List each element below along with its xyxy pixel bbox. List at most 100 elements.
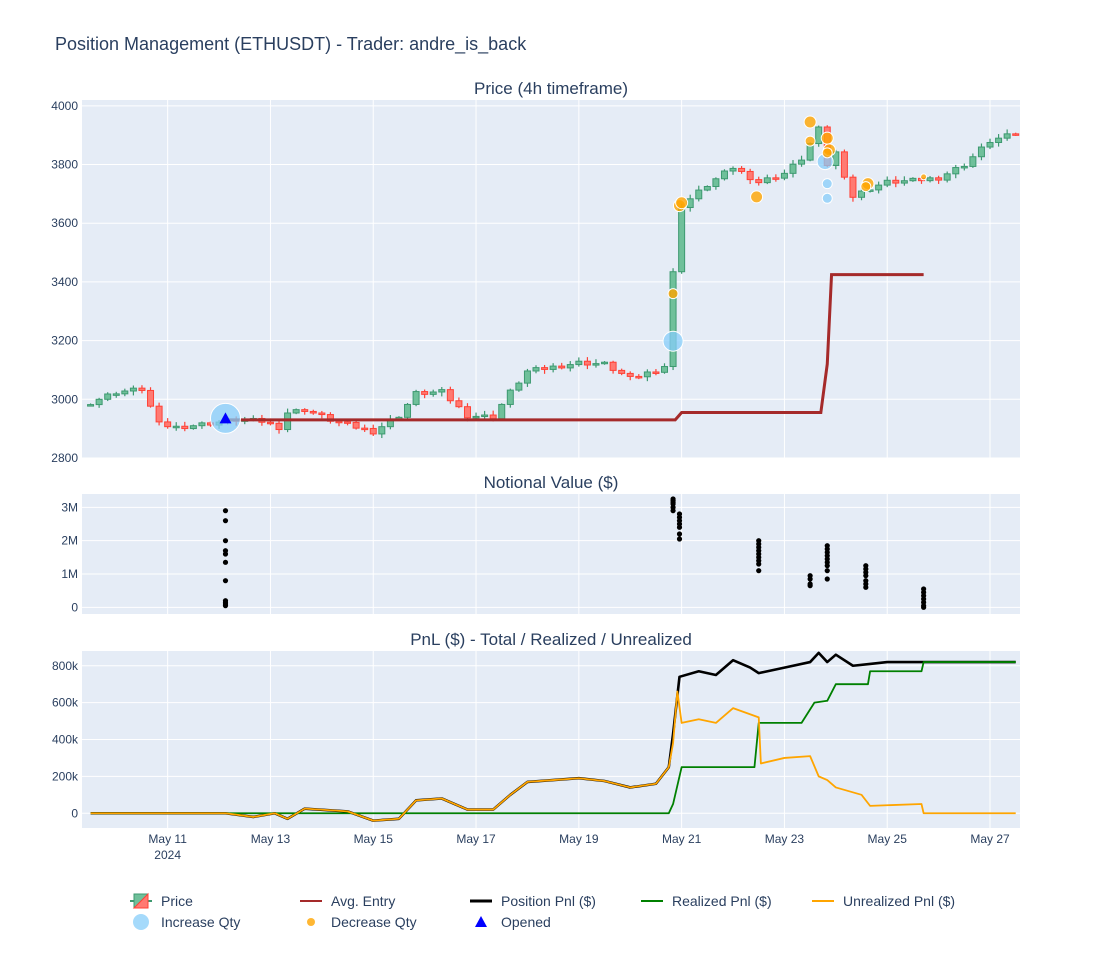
candle-body	[789, 163, 797, 174]
candle	[1003, 129, 1011, 141]
candle	[523, 368, 531, 387]
candle	[95, 397, 103, 408]
legend-label: Price	[161, 893, 193, 909]
y-tick-label: 3M	[61, 500, 78, 514]
candle	[669, 268, 677, 371]
candle-body	[977, 146, 985, 158]
candle-body	[780, 172, 788, 179]
candle	[301, 408, 309, 415]
notional-point	[756, 561, 762, 567]
candle	[892, 176, 900, 188]
candle	[147, 387, 155, 408]
candle-body	[481, 414, 489, 418]
panel-subtitle: PnL ($) - Total / Realized / Unrealized	[410, 630, 692, 649]
candle-body	[1003, 133, 1011, 139]
candle-body	[155, 405, 163, 423]
candle-body	[712, 178, 720, 188]
candle-body	[275, 422, 283, 431]
candle	[935, 175, 943, 184]
x-tick-label: May 13	[251, 832, 291, 846]
candle	[566, 361, 574, 372]
candle	[412, 389, 420, 407]
candle	[840, 149, 848, 180]
candle-body	[541, 367, 549, 370]
candle	[643, 369, 651, 382]
y-tick-label: 3200	[51, 334, 78, 348]
candle	[532, 365, 540, 374]
x-tick-label: May 25	[868, 832, 908, 846]
candle-body	[601, 361, 609, 365]
notional-point	[676, 524, 683, 530]
candle	[198, 421, 206, 429]
candle	[104, 392, 112, 402]
candle-body	[592, 363, 600, 366]
candle-body	[164, 421, 172, 428]
candle-body	[301, 409, 309, 412]
y-tick-label: 0	[71, 806, 78, 820]
candle	[618, 368, 626, 376]
candle-body	[361, 427, 369, 431]
decrease-qty-marker	[675, 196, 689, 210]
candle	[755, 176, 763, 186]
y-tick-label: 3000	[51, 392, 78, 406]
candle-body	[661, 366, 669, 373]
candle-body	[112, 393, 120, 396]
y-tick-label: 200k	[52, 769, 79, 783]
candle-body	[755, 179, 763, 184]
increase-qty-marker	[662, 330, 684, 352]
candle	[361, 424, 369, 432]
candle	[858, 188, 866, 201]
candle-body	[746, 170, 754, 181]
candle-body	[189, 425, 197, 430]
candle-body	[583, 360, 591, 366]
legend-item-unrealized-pnl: Unrealized Pnl ($)	[812, 893, 955, 909]
legend-item-realized-pnl: Realized Pnl ($)	[641, 893, 772, 909]
candle	[189, 424, 197, 430]
candle-body	[181, 425, 189, 430]
candle	[738, 166, 746, 174]
candle	[583, 357, 591, 370]
candle-body	[198, 422, 206, 427]
candle	[438, 386, 446, 397]
unrealized-pnl-line	[90, 690, 1016, 822]
candle	[112, 391, 120, 398]
notional-point	[222, 578, 229, 584]
legend-label: Opened	[501, 914, 551, 930]
candle	[729, 166, 737, 175]
legend-label: Position Pnl ($)	[501, 893, 596, 909]
y-tick-label: 3600	[51, 216, 78, 230]
x-tick-label: May 27	[970, 832, 1010, 846]
notional-point	[824, 576, 830, 582]
candle	[789, 160, 797, 178]
notional-point	[222, 518, 229, 524]
candle	[498, 403, 506, 420]
candle	[592, 359, 600, 368]
candle-body	[960, 165, 968, 169]
candle-body	[138, 387, 146, 391]
candle-body	[738, 167, 746, 172]
x-tick-label: May 11	[148, 832, 187, 846]
candle	[883, 176, 891, 188]
y-tick-label: 400k	[52, 733, 79, 747]
panel-subtitle: Notional Value ($)	[484, 473, 619, 492]
candle-body	[472, 415, 480, 419]
candle-body	[404, 403, 412, 418]
legend-label: Decrease Qty	[331, 914, 417, 930]
candle	[943, 171, 951, 183]
candle-body	[369, 427, 377, 435]
candle-body	[635, 375, 643, 379]
candle	[900, 176, 908, 186]
candle	[129, 385, 137, 396]
candle	[995, 134, 1003, 147]
candle-body	[523, 370, 531, 384]
notional-point	[676, 531, 683, 537]
y-tick-label: 3800	[51, 158, 78, 172]
candle-body	[429, 391, 437, 395]
candle	[121, 388, 129, 397]
candle	[292, 408, 300, 415]
x-tick-label: May 19	[559, 832, 599, 846]
candle	[712, 177, 720, 190]
candle-body	[549, 365, 557, 370]
legend-swatch	[132, 892, 149, 909]
